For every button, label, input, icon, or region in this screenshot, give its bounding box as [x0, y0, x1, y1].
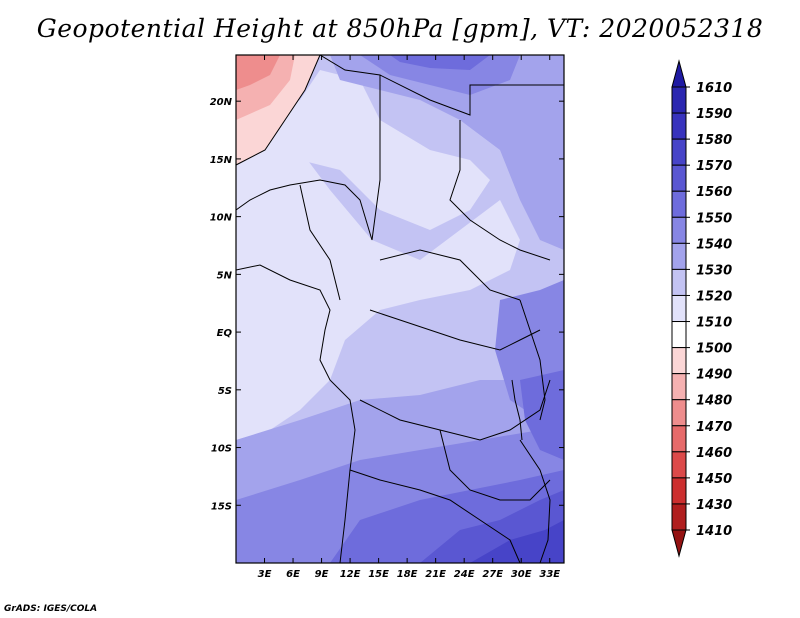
colorbar-segment	[671, 347, 687, 375]
colorbar-label: 1480	[696, 394, 732, 409]
colorbar-label: 1540	[696, 237, 732, 252]
colorbar-label: 1460	[696, 446, 732, 461]
colorbar-segment	[671, 451, 687, 479]
lon-tick-label: 6E	[286, 569, 300, 580]
field-1570-ne	[390, 55, 490, 70]
colorbar-top-triangle	[671, 59, 687, 88]
colorbar-label: 1530	[696, 263, 732, 278]
colorbar-label: 1590	[696, 107, 732, 122]
border-border-central	[379, 249, 521, 301]
field-1580-s	[470, 520, 564, 563]
lat-tick-label: EQ	[217, 328, 233, 339]
lat-axis: 20N 15N 10N 5N EQ 5S 10S 15S	[210, 97, 564, 512]
border-north-boundary	[319, 55, 564, 116]
border-east-africa	[519, 299, 546, 421]
border-moz	[519, 439, 551, 563]
lat-tick-label: 20N	[210, 97, 233, 108]
colorbar-segment	[671, 503, 687, 531]
lat-tick-label: 15S	[211, 501, 232, 512]
colorbar-label: 1500	[696, 342, 732, 357]
border-lake-tanganyika	[511, 379, 523, 441]
colorbar-label: 1410	[696, 524, 732, 539]
colorbar-segment	[671, 190, 687, 218]
colorbar-bottom-triangle	[671, 529, 687, 558]
colorbar: 1610 1590 1580 1570 1560 1550 1540 1530 1520 1510…	[671, 59, 732, 558]
colorbar-label: 1450	[696, 472, 732, 487]
map-title: Geopotential Height at 850hPa [gpm], VT:…	[36, 14, 764, 43]
lat-tick-label: 5N	[217, 270, 233, 281]
border-zambia	[439, 429, 551, 501]
border-drc-south	[359, 379, 551, 441]
colorbar-label: 1510	[696, 316, 732, 331]
lon-tick-label: 21E	[425, 569, 446, 580]
colorbar-label: 1580	[696, 133, 732, 148]
colorbar-segment	[671, 216, 687, 244]
colorbar-segment	[671, 425, 687, 453]
lat-tick-label: 5S	[218, 386, 232, 397]
lat-tick-label: 15N	[210, 155, 233, 166]
colorbar-segment	[671, 164, 687, 192]
lon-tick-label: 33E	[539, 569, 560, 580]
borders	[236, 55, 564, 563]
colorbar-label: 1570	[696, 159, 732, 174]
lon-tick-label: 9E	[315, 569, 329, 580]
colorbar-segment	[671, 294, 687, 323]
field-1520-north	[236, 70, 490, 230]
colorbar-segment	[671, 373, 687, 401]
colorbar-segment	[671, 86, 687, 114]
field-1560-e	[520, 370, 564, 460]
field-1520-west	[236, 150, 520, 440]
colorbar-segment	[671, 399, 687, 427]
border-gulf-guinea	[236, 179, 373, 241]
lon-tick-label: 30E	[511, 569, 532, 580]
lon-tick-label: 3E	[258, 569, 272, 580]
border-border-east	[449, 120, 551, 261]
border-northwest	[236, 55, 321, 166]
colorbar-segment	[671, 242, 687, 270]
colorbar-label: 1560	[696, 185, 732, 200]
lon-tick-label: 18E	[397, 569, 418, 580]
colorbar-label: 1490	[696, 368, 732, 383]
lon-tick-label: 24E	[454, 569, 475, 580]
border-drc	[369, 309, 541, 351]
colorbar-segment	[671, 477, 687, 505]
colorbar-segment	[671, 268, 687, 296]
colorbar-label: 1520	[696, 289, 732, 304]
colorbar-segment	[671, 321, 687, 349]
border-border-north	[299, 184, 341, 301]
field-1490	[236, 55, 280, 90]
border-angola	[349, 469, 521, 563]
colorbar-label: 1470	[696, 420, 732, 435]
lon-axis: 3E 6E 9E 12E 15E 18E 21E 24E 27E 30E 33E	[258, 55, 560, 580]
lon-tick-label: 12E	[340, 569, 361, 580]
credit-text: GrADS: IGES/COLA	[4, 604, 98, 614]
colorbar-label: 1550	[696, 211, 732, 226]
field-1550-ne	[330, 55, 564, 250]
lat-tick-label: 10N	[210, 213, 233, 224]
colorbar-label: 1610	[696, 81, 732, 96]
map-frame	[235, 54, 565, 564]
colorbar-segment	[671, 138, 687, 166]
height-field	[236, 55, 564, 563]
lon-tick-label: 15E	[368, 569, 389, 580]
border-border-vertical	[371, 75, 381, 241]
lon-tick-label: 27E	[482, 569, 503, 580]
colorbar-label: 1430	[696, 498, 732, 513]
colorbar-segment	[671, 112, 687, 140]
lat-tick-label: 10S	[211, 444, 232, 455]
